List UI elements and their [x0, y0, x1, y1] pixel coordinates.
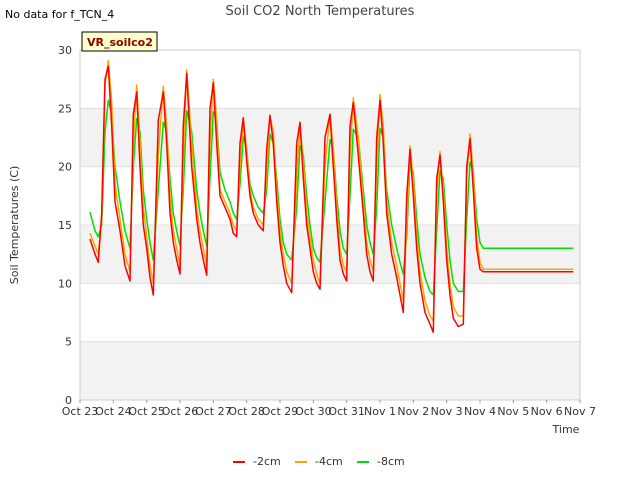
- series-line-2cm: [89, 65, 574, 334]
- series-line-4cm: [89, 59, 574, 322]
- y-tick-label: 15: [58, 219, 72, 232]
- x-tick-label: Oct 31: [328, 405, 365, 418]
- y-tick-label: 20: [58, 161, 72, 174]
- x-axis-title: Time: [552, 423, 580, 436]
- station-tag: VR_soilco2: [81, 31, 158, 52]
- legend: -2cm -4cm -8cm: [233, 455, 405, 468]
- y-tick-label: 25: [58, 102, 72, 115]
- x-tick-label: Oct 25: [128, 405, 165, 418]
- x-tick-label: Oct 23: [62, 405, 99, 418]
- plot-border: [79, 49, 581, 401]
- x-tick-label: Nov 4: [464, 405, 496, 418]
- x-tick-label: Nov 6: [531, 405, 563, 418]
- x-tick-label: Oct 24: [95, 405, 132, 418]
- chart-title: Soil CO2 North Temperatures: [226, 4, 415, 19]
- y-axis-title: Soil Temperatures (C): [8, 166, 21, 285]
- x-tick-label: Nov 1: [364, 405, 396, 418]
- station-tag-label: VR_soilco2: [87, 36, 153, 49]
- x-tick-label: Oct 29: [262, 405, 299, 418]
- x-tick-label: Nov 5: [497, 405, 529, 418]
- legend-label: -8cm: [377, 455, 405, 468]
- no-data-note: No data for f_TCN_4: [5, 8, 114, 21]
- x-tick-label: Oct 30: [295, 405, 332, 418]
- station-tag-box: [81, 31, 158, 52]
- legend-label: -2cm: [253, 455, 281, 468]
- legend-label: -4cm: [315, 455, 343, 468]
- y-tick-label: 0: [65, 394, 72, 407]
- x-tick-label: Nov 3: [431, 405, 463, 418]
- x-tick-label: Nov 7: [564, 405, 596, 418]
- grid-band: [80, 225, 580, 284]
- y-tick-label: 10: [58, 277, 72, 290]
- x-tick-label: Oct 28: [228, 405, 265, 418]
- series-lines: [89, 59, 574, 334]
- grid-band: [80, 341, 580, 400]
- y-axis-ticks: 0 5 10 15 20 25 30: [58, 44, 72, 407]
- x-tick-label: Oct 26: [162, 405, 199, 418]
- y-tick-label: 5: [65, 336, 72, 349]
- x-tick-label: Nov 2: [397, 405, 429, 418]
- y-tick-label: 30: [58, 44, 72, 57]
- x-tick-label: Oct 27: [195, 405, 232, 418]
